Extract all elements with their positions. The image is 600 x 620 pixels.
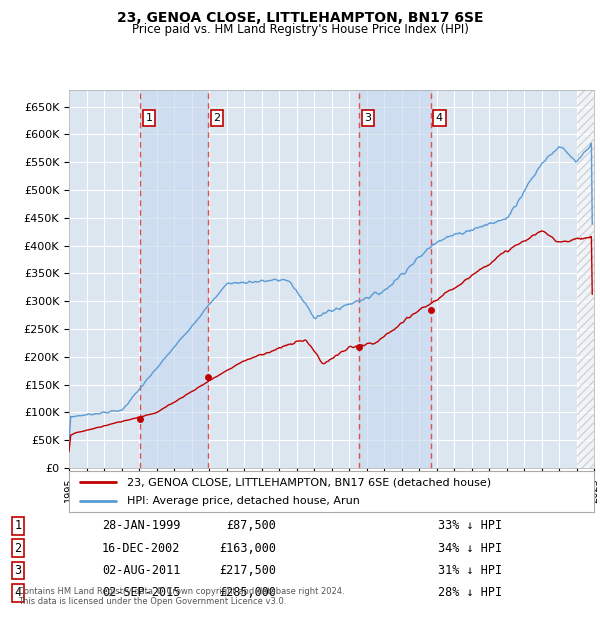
Text: £217,500: £217,500 bbox=[219, 564, 276, 577]
Text: 23, GENOA CLOSE, LITTLEHAMPTON, BN17 6SE (detached house): 23, GENOA CLOSE, LITTLEHAMPTON, BN17 6SE… bbox=[127, 477, 491, 487]
Text: HPI: Average price, detached house, Arun: HPI: Average price, detached house, Arun bbox=[127, 495, 359, 506]
Text: 1: 1 bbox=[146, 113, 152, 123]
Text: 3: 3 bbox=[14, 564, 22, 577]
Text: Contains HM Land Registry data © Crown copyright and database right 2024.
This d: Contains HM Land Registry data © Crown c… bbox=[18, 587, 344, 606]
Text: 33% ↓ HPI: 33% ↓ HPI bbox=[438, 520, 502, 532]
Text: 3: 3 bbox=[364, 113, 371, 123]
Text: £87,500: £87,500 bbox=[226, 520, 276, 532]
Text: 2: 2 bbox=[214, 113, 221, 123]
Text: £163,000: £163,000 bbox=[219, 542, 276, 554]
Text: 28% ↓ HPI: 28% ↓ HPI bbox=[438, 587, 502, 599]
Text: 2: 2 bbox=[14, 542, 22, 554]
Text: 34% ↓ HPI: 34% ↓ HPI bbox=[438, 542, 502, 554]
Bar bbox=[140, 90, 208, 468]
Text: 28-JAN-1999: 28-JAN-1999 bbox=[102, 520, 181, 532]
Text: 1: 1 bbox=[14, 520, 22, 532]
Text: 02-AUG-2011: 02-AUG-2011 bbox=[102, 564, 181, 577]
Text: 02-SEP-2015: 02-SEP-2015 bbox=[102, 587, 181, 599]
Text: 4: 4 bbox=[436, 113, 443, 123]
Text: 16-DEC-2002: 16-DEC-2002 bbox=[102, 542, 181, 554]
Text: £285,000: £285,000 bbox=[219, 587, 276, 599]
Bar bbox=[359, 90, 431, 468]
Text: 23, GENOA CLOSE, LITTLEHAMPTON, BN17 6SE: 23, GENOA CLOSE, LITTLEHAMPTON, BN17 6SE bbox=[117, 11, 483, 25]
Text: Price paid vs. HM Land Registry's House Price Index (HPI): Price paid vs. HM Land Registry's House … bbox=[131, 23, 469, 36]
Text: 4: 4 bbox=[14, 587, 22, 599]
Text: 31% ↓ HPI: 31% ↓ HPI bbox=[438, 564, 502, 577]
